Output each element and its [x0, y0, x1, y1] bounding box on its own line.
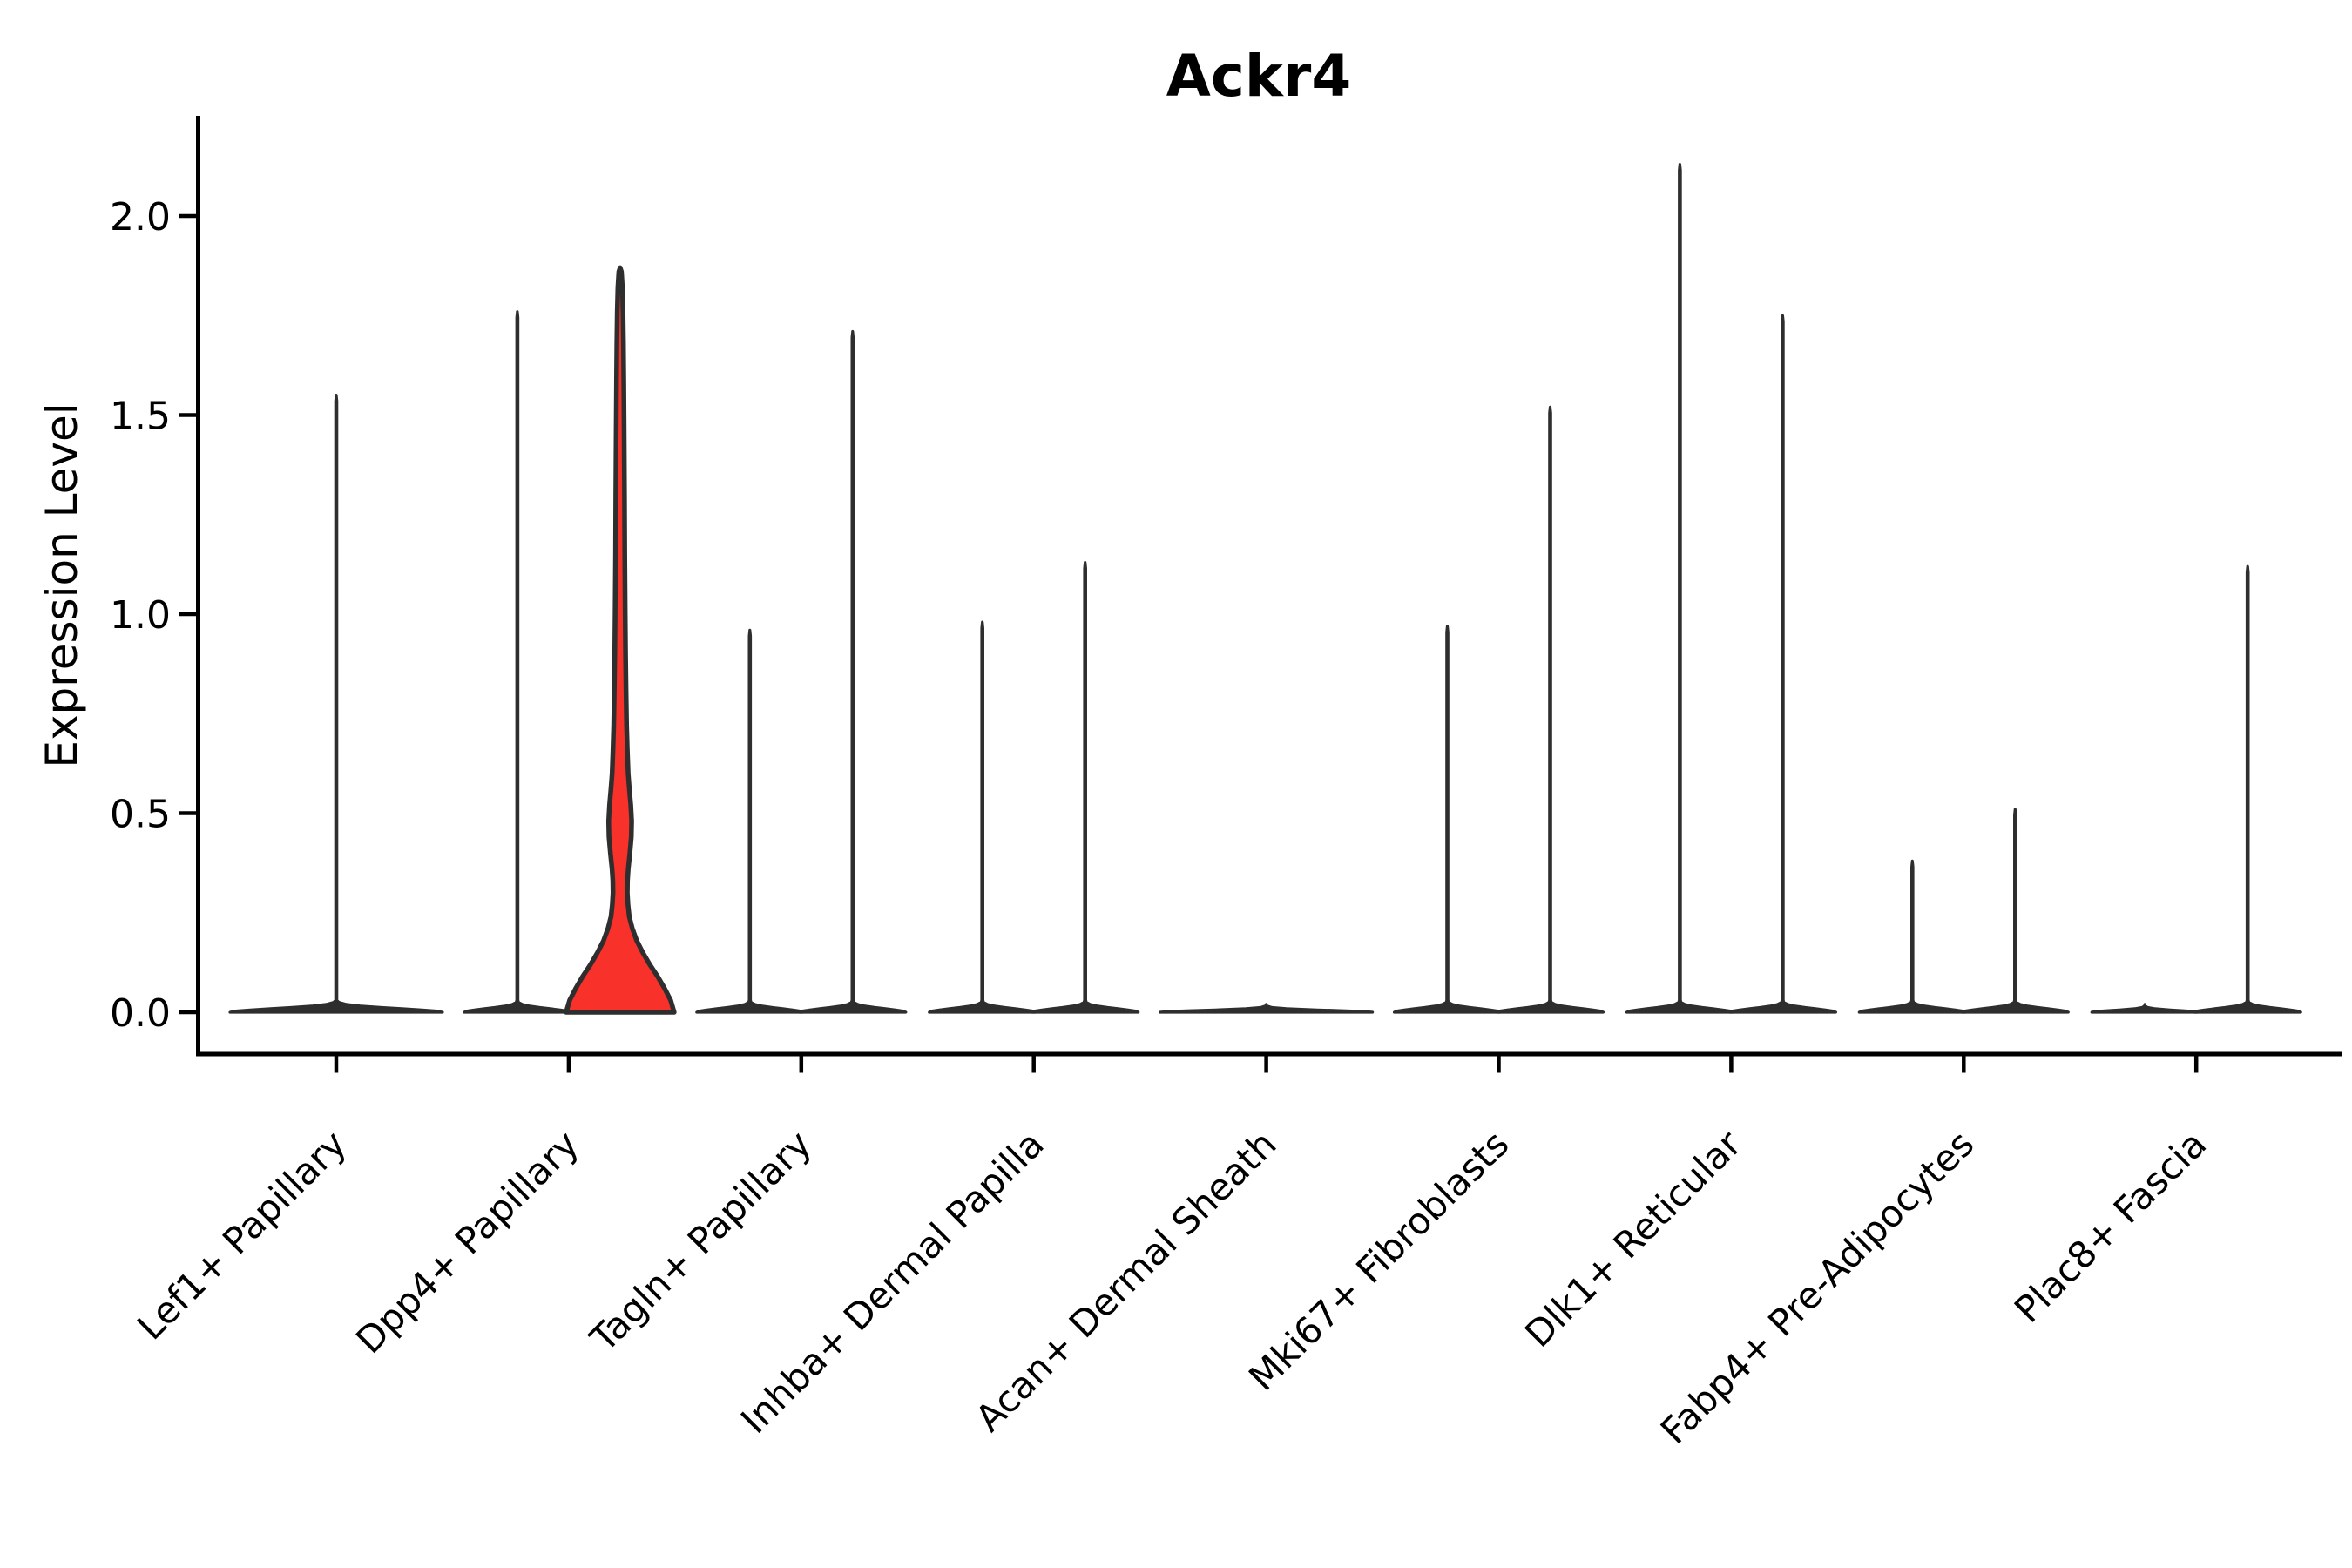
- violin-acan-dermal-sheath-center: [1159, 1003, 1375, 1014]
- y-tick-label: 0.0: [110, 991, 171, 1036]
- violin-dpp4-papillary-left: [463, 310, 572, 1014]
- y-tick-label: 1.0: [110, 593, 171, 638]
- violin-lef1-papillary-center: [228, 394, 444, 1014]
- violin-dlk1-reticular-right: [1727, 314, 1837, 1014]
- violin-inhba-dermal-papilla-left: [928, 620, 1037, 1014]
- y-tick-label: 2.0: [110, 195, 171, 240]
- violin-mki67-fibroblasts-right: [1495, 405, 1605, 1014]
- violins-group: [228, 163, 2302, 1015]
- violin-dlk1-reticular-left: [1625, 163, 1734, 1014]
- violin-plac8-fascia-right: [2193, 564, 2302, 1014]
- violin-tagln-papillary-left: [695, 628, 805, 1014]
- violin-fabp4-pre-adipocytes-left: [1857, 859, 1967, 1014]
- violin-inhba-dermal-papilla-right: [1031, 561, 1140, 1014]
- y-tick-label: 0.5: [110, 793, 171, 837]
- y-axis-ticks: 0.0 0.5 1.0 1.5 2.0: [110, 195, 196, 1036]
- violin-fabp4-pre-adipocytes-right: [1960, 808, 2070, 1014]
- violin-mki67-fibroblasts-left: [1392, 625, 1503, 1014]
- violin-dpp4-papillary-right: [564, 265, 677, 1015]
- violin-tagln-papillary-right: [798, 329, 908, 1014]
- y-axis-title: Expression Level: [37, 402, 87, 767]
- violin-plac8-fascia-left: [2090, 1003, 2200, 1014]
- chart-title: Ackr4: [1166, 43, 1352, 110]
- y-tick-label: 1.5: [110, 395, 171, 439]
